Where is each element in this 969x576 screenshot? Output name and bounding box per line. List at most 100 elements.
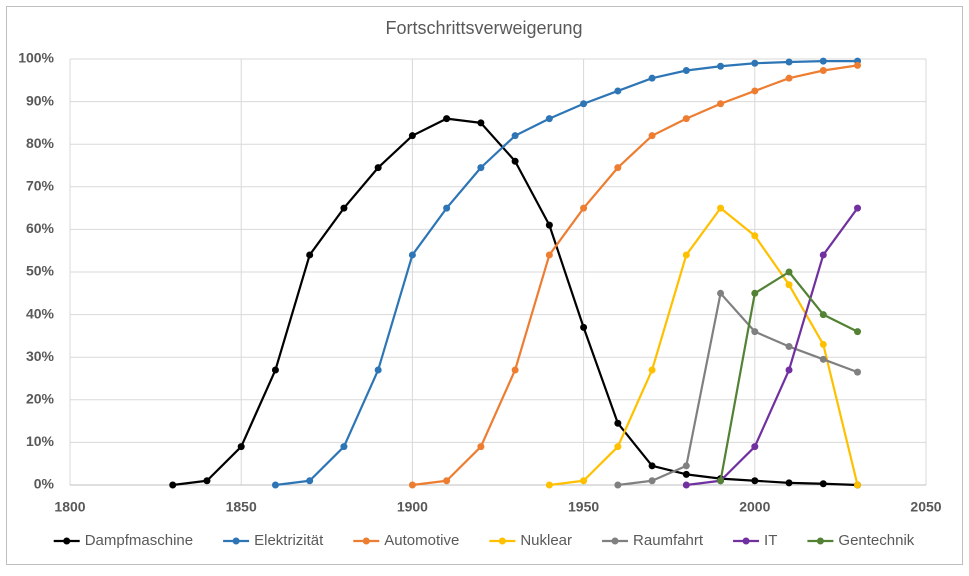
data-point: [819, 251, 827, 259]
data-point: [682, 67, 690, 75]
data-point: [819, 311, 827, 319]
data-point: [819, 480, 827, 488]
data-point: [682, 251, 690, 259]
legend: Dampfmaschine Elektrizität Automotive Nukle…: [53, 532, 915, 549]
y-tick-label: 20%: [26, 391, 55, 407]
data-point: [717, 477, 725, 485]
data-point: [751, 477, 759, 485]
y-tick-label: 60%: [26, 220, 55, 236]
series-line: [617, 292, 858, 487]
data-point: [854, 368, 862, 376]
legend-label: Automotive: [384, 532, 459, 549]
data-point: [306, 251, 314, 259]
data-point: [477, 443, 485, 451]
data-point: [408, 481, 416, 489]
data-point: [545, 115, 553, 123]
legend-marker: [63, 537, 71, 545]
y-tick-label: 30%: [26, 348, 55, 364]
data-point: [717, 100, 725, 108]
series-line: [275, 60, 858, 487]
data-point: [477, 164, 485, 172]
data-point: [271, 366, 279, 374]
legend-label: IT: [764, 532, 777, 549]
data-point: [203, 477, 211, 485]
data-point: [785, 74, 793, 82]
legend-marker: [611, 537, 619, 545]
data-point: [545, 481, 553, 489]
chart-title: Fortschrittsverweigerung: [385, 18, 582, 38]
data-point: [751, 59, 759, 67]
y-tick-label: 100%: [18, 50, 54, 66]
y-tick-label: 90%: [26, 92, 55, 108]
data-point: [819, 355, 827, 363]
legend-label: Gentechnik: [838, 532, 914, 549]
legend-label: Nuklear: [520, 532, 572, 549]
y-tick-label: 80%: [26, 135, 55, 151]
series-line: [686, 207, 859, 487]
chart-frame: [6, 6, 963, 565]
data-point: [511, 366, 519, 374]
data-point: [682, 470, 690, 478]
data-point: [271, 481, 279, 489]
data-point: [408, 251, 416, 259]
data-point: [648, 366, 656, 374]
data-point: [511, 132, 519, 140]
data-point: [785, 343, 793, 351]
data-point: [340, 204, 348, 212]
data-point: [682, 481, 690, 489]
legend-label: Elektrizität: [254, 532, 324, 549]
data-point: [854, 481, 862, 489]
data-point: [443, 477, 451, 485]
data-point: [682, 115, 690, 123]
legend-marker: [498, 537, 506, 545]
data-point: [169, 481, 177, 489]
data-point: [545, 251, 553, 259]
x-tick-label: 2000: [739, 499, 770, 515]
data-point: [408, 132, 416, 140]
series-line: [412, 64, 858, 487]
data-point: [785, 366, 793, 374]
data-point: [819, 340, 827, 348]
y-tick-label: 40%: [26, 305, 55, 321]
data-point: [477, 119, 485, 127]
x-tick-label: 1800: [54, 499, 85, 515]
x-tick-label: 2050: [910, 499, 941, 515]
legend-label: Dampfmaschine: [85, 532, 193, 549]
data-point: [751, 443, 759, 451]
data-point: [614, 164, 622, 172]
data-point: [648, 132, 656, 140]
y-tick-label: 70%: [26, 178, 55, 194]
data-point: [580, 100, 588, 108]
data-point: [580, 323, 588, 331]
data-point: [785, 479, 793, 487]
data-point: [374, 366, 382, 374]
x-tick-label: 1950: [568, 499, 599, 515]
y-tick-label: 50%: [26, 263, 55, 279]
data-point: [682, 462, 690, 470]
data-point: [751, 232, 759, 240]
legend-marker: [816, 537, 824, 545]
legend-marker: [362, 537, 370, 545]
data-point: [785, 281, 793, 289]
data-point: [545, 221, 553, 229]
data-point: [854, 204, 862, 212]
data-point: [614, 443, 622, 451]
legend-marker: [232, 537, 240, 545]
data-point: [340, 443, 348, 451]
data-point: [854, 328, 862, 336]
data-point: [648, 477, 656, 485]
data-point: [717, 62, 725, 70]
data-point: [785, 268, 793, 276]
data-point: [614, 87, 622, 95]
data-point: [751, 87, 759, 95]
x-tick-label: 1850: [226, 499, 257, 515]
data-point: [751, 328, 759, 336]
x-tick-label: 1900: [397, 499, 428, 515]
data-point: [717, 204, 725, 212]
data-point: [614, 419, 622, 427]
data-point: [580, 477, 588, 485]
data-point: [374, 164, 382, 172]
data-point: [511, 157, 519, 165]
data-point: [648, 462, 656, 470]
